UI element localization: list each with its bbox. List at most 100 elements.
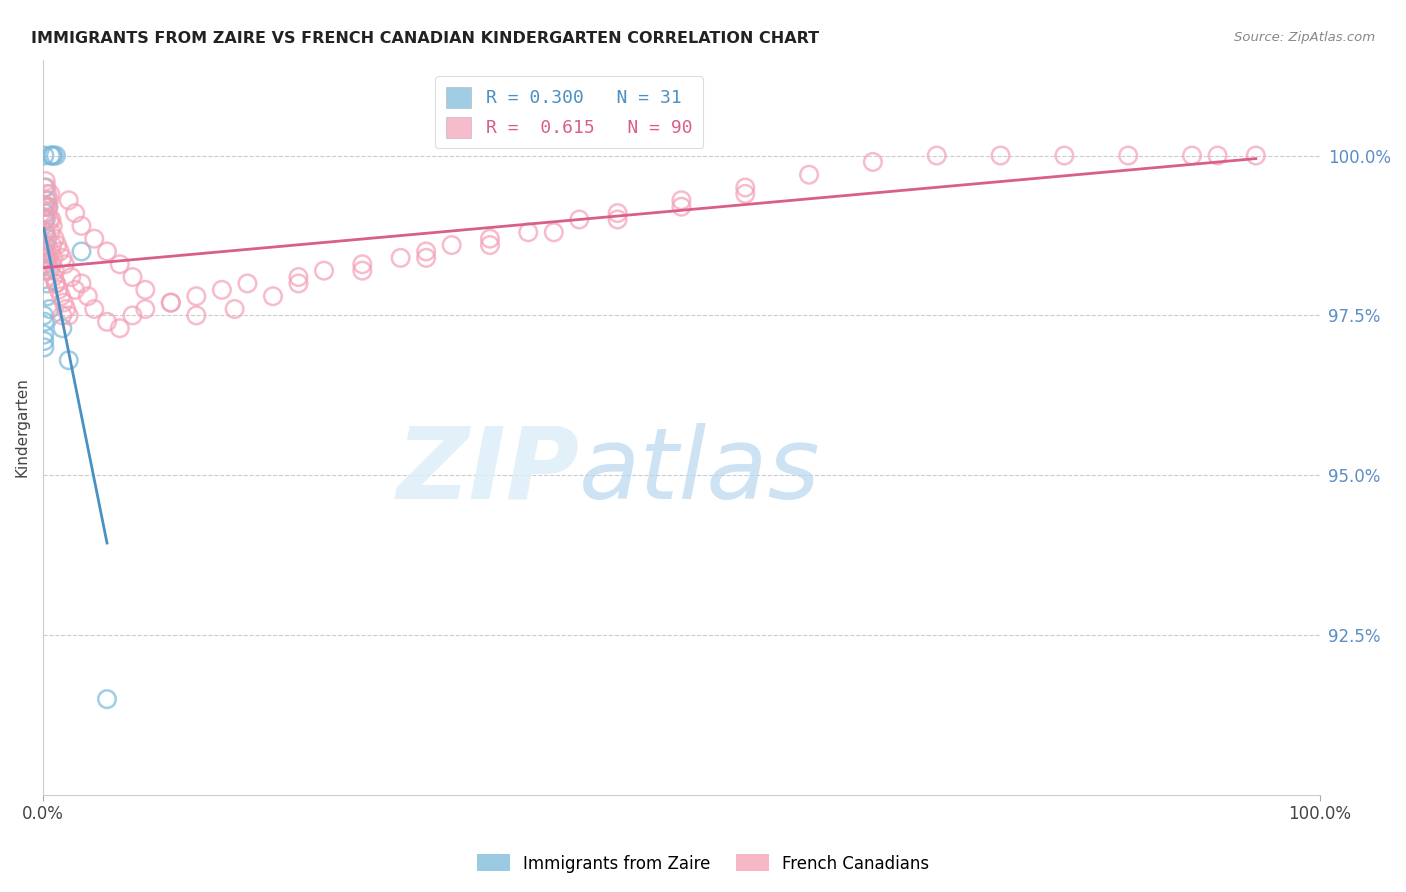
Point: [35, 194, 58, 208]
Point: [34, 263, 56, 277]
Point: [41, 257, 63, 271]
Point: [96, 244, 118, 259]
Point: [34, 200, 56, 214]
Point: [108, 321, 131, 335]
Point: [797, 168, 820, 182]
Point: [35, 186, 58, 201]
Point: [606, 212, 628, 227]
Point: [51, 309, 73, 323]
Point: [1053, 148, 1076, 162]
Point: [76, 289, 98, 303]
Point: [1244, 148, 1267, 162]
Point: [37, 200, 59, 214]
Point: [49, 289, 72, 303]
Point: [211, 283, 233, 297]
Text: atlas: atlas: [579, 423, 821, 520]
Point: [53, 257, 76, 271]
Point: [34, 257, 56, 271]
Point: [543, 225, 565, 239]
Point: [96, 692, 118, 706]
Point: [37, 289, 59, 303]
Point: [108, 257, 131, 271]
Point: [42, 251, 65, 265]
Point: [83, 232, 105, 246]
Point: [415, 251, 437, 265]
Point: [415, 244, 437, 259]
Point: [51, 251, 73, 265]
Point: [70, 277, 93, 291]
Point: [34, 340, 56, 354]
Point: [45, 277, 67, 291]
Point: [32, 334, 55, 348]
Point: [44, 232, 66, 246]
Legend: Immigrants from Zaire, French Canadians: Immigrants from Zaire, French Canadians: [470, 847, 936, 880]
Point: [440, 238, 463, 252]
Point: [44, 263, 66, 277]
Point: [35, 277, 58, 291]
Point: [34, 206, 56, 220]
Point: [42, 219, 65, 233]
Point: [236, 277, 259, 291]
Point: [46, 238, 69, 252]
Point: [568, 212, 591, 227]
Point: [34, 244, 56, 259]
Point: [35, 232, 58, 246]
Point: [34, 212, 56, 227]
Point: [45, 148, 67, 162]
Point: [35, 180, 58, 194]
Point: [37, 206, 59, 220]
Point: [38, 212, 60, 227]
Point: [58, 353, 80, 368]
Text: ZIP: ZIP: [396, 423, 579, 520]
Point: [734, 186, 756, 201]
Point: [35, 238, 58, 252]
Point: [49, 244, 72, 259]
Point: [42, 148, 65, 162]
Point: [39, 148, 62, 162]
Point: [478, 232, 501, 246]
Point: [39, 225, 62, 239]
Point: [389, 251, 412, 265]
Point: [186, 309, 208, 323]
Point: [39, 244, 62, 259]
Point: [312, 263, 335, 277]
Point: [41, 238, 63, 252]
Point: [58, 194, 80, 208]
Point: [352, 263, 374, 277]
Point: [34, 225, 56, 239]
Point: [63, 283, 86, 297]
Point: [60, 270, 83, 285]
Point: [34, 180, 56, 194]
Point: [48, 283, 70, 297]
Point: [58, 309, 80, 323]
Point: [42, 270, 65, 285]
Point: [51, 321, 73, 335]
Y-axis label: Kindergarten: Kindergarten: [15, 377, 30, 477]
Point: [45, 277, 67, 291]
Point: [55, 301, 77, 316]
Point: [34, 238, 56, 252]
Point: [1116, 148, 1139, 162]
Point: [186, 289, 208, 303]
Point: [352, 257, 374, 271]
Point: [134, 283, 156, 297]
Point: [41, 148, 63, 162]
Point: [32, 309, 55, 323]
Point: [160, 295, 183, 310]
Point: [34, 315, 56, 329]
Point: [35, 225, 58, 239]
Point: [38, 194, 60, 208]
Point: [63, 206, 86, 220]
Point: [70, 244, 93, 259]
Point: [1206, 148, 1229, 162]
Point: [671, 194, 693, 208]
Point: [606, 206, 628, 220]
Point: [990, 148, 1012, 162]
Point: [121, 270, 143, 285]
Point: [38, 301, 60, 316]
Point: [121, 309, 143, 323]
Point: [517, 225, 540, 239]
Point: [38, 263, 60, 277]
Point: [35, 174, 58, 188]
Legend: R = 0.300   N = 31, R =  0.615   N = 90: R = 0.300 N = 31, R = 0.615 N = 90: [436, 76, 703, 148]
